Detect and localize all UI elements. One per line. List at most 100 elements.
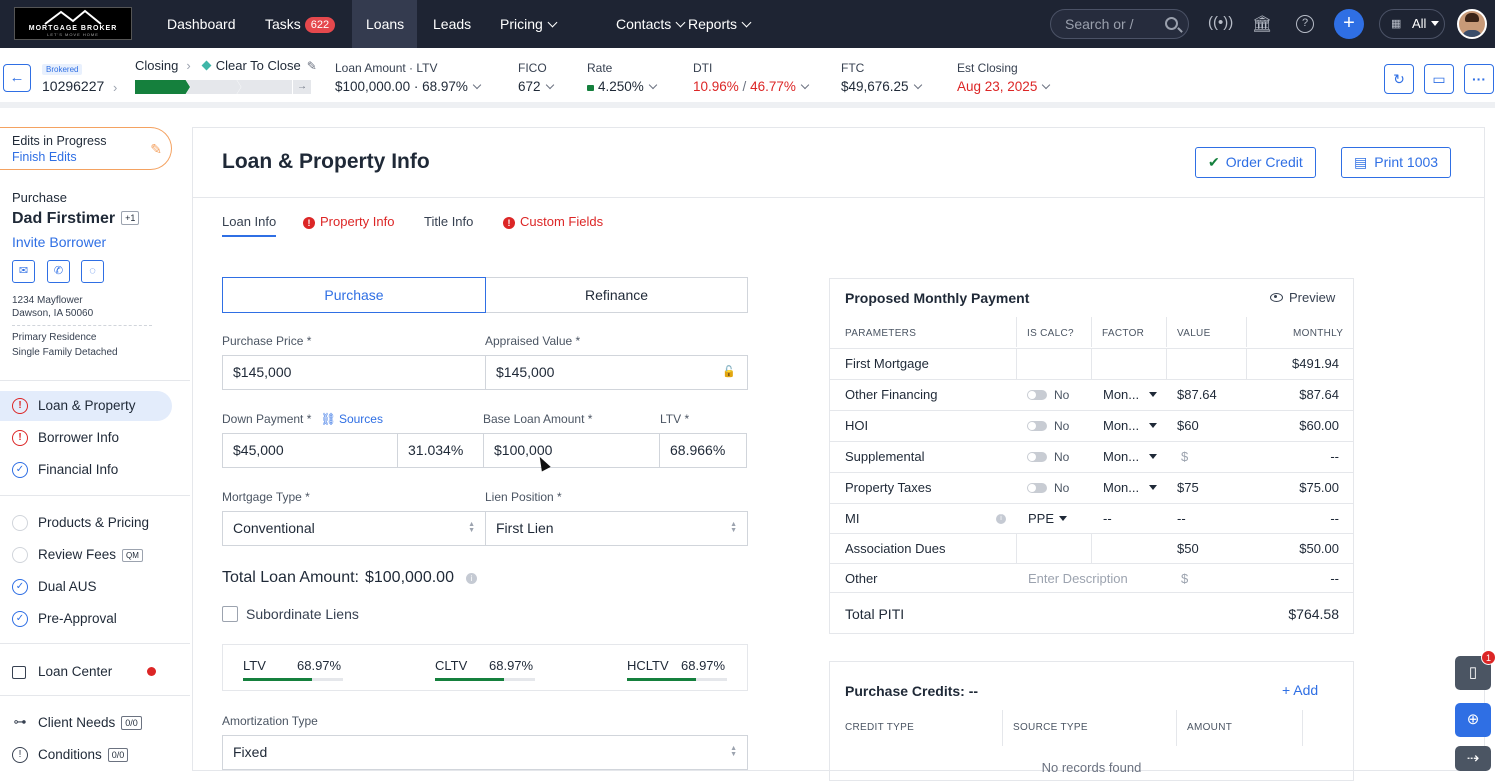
- purchase-credits-title: Purchase Credits: --: [845, 683, 979, 699]
- refinance-option[interactable]: Refinance: [485, 277, 748, 313]
- rate-metric[interactable]: Rate 4.250%: [587, 61, 658, 94]
- order-credit-button[interactable]: ✔ Order Credit: [1195, 147, 1316, 178]
- tab-property-info[interactable]: ! Property Info: [303, 214, 394, 235]
- unlock-icon[interactable]: 🔓: [722, 366, 736, 378]
- tab-custom-fields[interactable]: ! Custom Fields: [503, 214, 603, 235]
- value-input[interactable]: $75: [1177, 480, 1199, 495]
- subordinate-liens-checkbox[interactable]: [222, 606, 238, 622]
- nav-loans[interactable]: Loans: [352, 0, 417, 48]
- ftc-metric[interactable]: FTC $49,676.25: [841, 61, 922, 94]
- sidebar-item-dual-aus[interactable]: ✓ Dual AUS: [0, 572, 172, 602]
- finish-edits-link[interactable]: Finish Edits: [12, 150, 77, 164]
- other-description-input[interactable]: Enter Description: [1028, 571, 1128, 586]
- company-logo[interactable]: MORTGAGE BROKER LET'S MOVE HOME: [14, 7, 132, 40]
- arrow-right-icon: ⇢: [1466, 750, 1480, 767]
- column-header: SOURCE TYPE: [1013, 722, 1088, 733]
- purchase-price-input[interactable]: $145,000: [222, 355, 486, 390]
- print-1003-button[interactable]: ▤ Print 1003: [1341, 147, 1452, 178]
- create-new-button[interactable]: +: [1334, 9, 1364, 39]
- edits-in-progress-banner[interactable]: Edits in Progress Finish Edits ✎: [0, 127, 172, 170]
- nav-reports[interactable]: Reports: [674, 0, 764, 48]
- empty-circle-icon: [12, 547, 28, 563]
- sidebar-item-financial-info[interactable]: ✓ Financial Info: [0, 455, 172, 485]
- fico-metric[interactable]: FICO 672: [518, 61, 554, 94]
- global-search-input[interactable]: Search or /: [1050, 9, 1189, 39]
- purchase-option[interactable]: Purchase: [222, 277, 486, 313]
- value-input[interactable]: $: [1181, 571, 1189, 586]
- down-payment-percent-input[interactable]: 31.034%: [397, 433, 484, 468]
- sidebar-item-products-pricing[interactable]: Products & Pricing: [0, 508, 172, 538]
- more-options-button[interactable]: ···: [1464, 64, 1494, 94]
- refresh-button[interactable]: ↻: [1384, 64, 1414, 94]
- sidebar-item-client-needs[interactable]: ⊶ Client Needs 0/0: [0, 708, 172, 738]
- sidebar-item-review-fees[interactable]: Review Fees QM: [0, 540, 172, 570]
- help-icon[interactable]: ?: [1296, 15, 1314, 33]
- sidebar-item-conditions[interactable]: ! Conditions 0/0: [0, 740, 172, 770]
- value-input[interactable]: $50: [1177, 541, 1199, 556]
- sidebar-item-loan-center[interactable]: Loan Center: [0, 657, 172, 687]
- ltv-input[interactable]: 68.966%: [659, 433, 747, 468]
- nav-dashboard[interactable]: Dashboard: [153, 0, 250, 48]
- email-button[interactable]: ✉: [12, 260, 35, 283]
- est-closing-metric[interactable]: Est Closing Aug 23, 2025: [957, 61, 1051, 94]
- sidebar-item-loan-property[interactable]: ! Loan & Property: [0, 391, 172, 421]
- invite-borrower-link[interactable]: Invite Borrower: [12, 234, 107, 250]
- factor-select[interactable]: Mon...: [1103, 473, 1158, 503]
- info-icon[interactable]: i: [996, 514, 1006, 524]
- mi-source-select[interactable]: PPE: [1028, 504, 1068, 534]
- comments-button[interactable]: ▭: [1424, 64, 1454, 94]
- is-calc-toggle[interactable]: No: [1027, 473, 1069, 503]
- value-input[interactable]: $: [1181, 449, 1189, 464]
- loan-amount-value: $100,000.00 · 68.97%: [335, 79, 468, 94]
- dti-metric[interactable]: DTI 10.96% / 46.77%: [693, 61, 810, 94]
- channel-filter-dropdown[interactable]: ▦ All: [1379, 9, 1445, 39]
- user-avatar[interactable]: [1457, 9, 1487, 39]
- preview-button[interactable]: Preview: [1270, 290, 1335, 305]
- base-loan-amount-input[interactable]: $100,000: [483, 433, 660, 468]
- loan-amount-metric[interactable]: Loan Amount · LTV $100,000.00 · 68.97%: [335, 61, 482, 94]
- info-icon[interactable]: i: [465, 573, 477, 584]
- tab-title-info[interactable]: Title Info: [424, 214, 473, 235]
- value-input[interactable]: $60: [1177, 418, 1199, 433]
- tab-loan-info[interactable]: Loan Info: [222, 214, 277, 237]
- stage-from: Closing: [135, 58, 179, 73]
- sources-link[interactable]: ⛓ Sources: [315, 412, 383, 426]
- chat-button[interactable]: ◌: [81, 260, 104, 283]
- lien-position-select[interactable]: First Lien ▲ ▼: [485, 511, 748, 546]
- back-button[interactable]: ←: [3, 64, 31, 92]
- loan-purpose: Purchase: [12, 190, 67, 205]
- nav-tasks[interactable]: Tasks 622: [251, 0, 349, 48]
- amortization-type-select[interactable]: Fixed ▲ ▼: [222, 735, 748, 770]
- sidebar-item-borrower-info[interactable]: ! Borrower Info: [0, 423, 172, 453]
- factor-select[interactable]: Mon...: [1103, 411, 1158, 441]
- factor-select[interactable]: Mon...: [1103, 442, 1158, 472]
- edit-pencil-icon[interactable]: ✎: [306, 59, 317, 73]
- expand-fab[interactable]: ⇢: [1455, 746, 1491, 771]
- column-divider: [1176, 710, 1177, 746]
- factor-select[interactable]: Mon...: [1103, 380, 1158, 410]
- ratio-bar-fill: [243, 678, 312, 681]
- is-calc-toggle[interactable]: No: [1027, 411, 1069, 441]
- ellipsis-icon: ···: [1472, 71, 1486, 87]
- is-calc-toggle[interactable]: No: [1027, 442, 1069, 472]
- appraised-value-input[interactable]: $145,000 🔓: [485, 355, 748, 390]
- co-borrower-count[interactable]: +1: [121, 211, 140, 225]
- is-calc-toggle[interactable]: No: [1027, 380, 1069, 410]
- call-button[interactable]: ✆: [47, 260, 70, 283]
- add-credit-button[interactable]: + Add: [1282, 682, 1319, 698]
- advance-stage-arrow-icon[interactable]: →: [293, 80, 311, 94]
- nav-contacts[interactable]: Contacts: [602, 0, 698, 48]
- sidebar-item-pre-approval[interactable]: ✓ Pre-Approval: [0, 604, 172, 634]
- tab-label: Property Info: [320, 214, 395, 229]
- nav-pricing[interactable]: Pricing: [486, 0, 570, 48]
- down-payment-input[interactable]: $45,000: [222, 433, 398, 468]
- loan-stage[interactable]: Closing › Clear To Close ✎: [135, 58, 317, 73]
- add-fab[interactable]: ⊕: [1455, 703, 1491, 737]
- bank-icon[interactable]: 🏛: [1252, 16, 1273, 33]
- broadcast-icon[interactable]: ((•)): [1208, 14, 1234, 31]
- nav-leads[interactable]: Leads: [419, 0, 485, 48]
- table-row: Other Financing No Mon... $87.64 $87.64: [830, 379, 1353, 410]
- mortgage-type-select[interactable]: Conventional ▲ ▼: [222, 511, 486, 546]
- chat-icon: ◌: [89, 265, 96, 277]
- value-input[interactable]: $87.64: [1177, 387, 1217, 402]
